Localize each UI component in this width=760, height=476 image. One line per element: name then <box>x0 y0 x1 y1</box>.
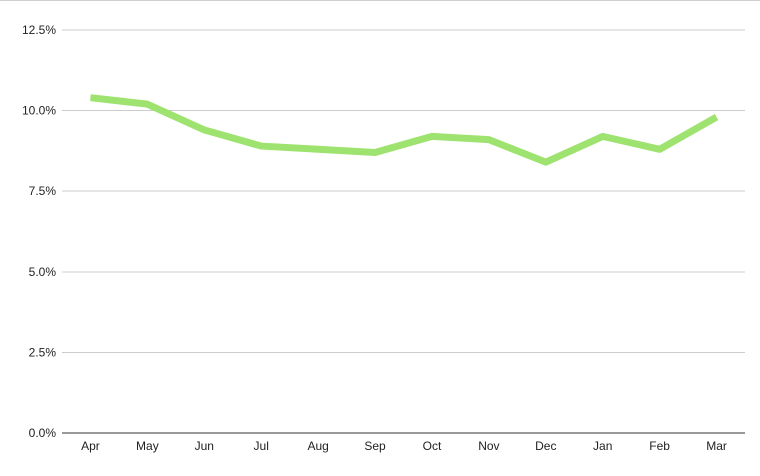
y-tick-label-3: 7.5% <box>29 184 57 198</box>
data-point-dec <box>542 159 549 166</box>
x-tick-label-nov: Nov <box>478 439 499 453</box>
x-tick-label-jan: Jan <box>593 439 612 453</box>
data-point-may <box>144 101 151 108</box>
series-line-0 <box>90 94 719 166</box>
top-border <box>0 0 760 1</box>
data-point-aug <box>315 146 322 153</box>
data-point-oct <box>428 133 435 140</box>
y-tick-label-2: 5.0% <box>29 265 57 279</box>
points-group <box>87 94 720 165</box>
y-axis-tick-labels: 0.0% 2.5% 5.0% 7.5% 10.0% 12.5% <box>22 23 56 440</box>
x-tick-label-jun: Jun <box>195 439 214 453</box>
data-point-sep <box>372 149 379 156</box>
data-point-jul <box>258 143 265 150</box>
data-point-jan <box>599 133 606 140</box>
y-tick-label-5: 12.5% <box>22 23 56 37</box>
y-tick-label-4: 10.0% <box>22 104 56 118</box>
x-tick-label-oct: Oct <box>423 439 442 453</box>
data-point-jun <box>201 126 208 133</box>
grid-lines <box>62 29 745 434</box>
data-point-feb <box>656 146 663 153</box>
y-tick-label-1: 2.5% <box>29 345 57 359</box>
x-tick-label-jul: Jul <box>254 439 269 453</box>
x-tick-label-dec: Dec <box>535 439 556 453</box>
x-tick-label-feb: Feb <box>649 439 670 453</box>
x-tick-label-may: May <box>136 439 159 453</box>
x-tick-label-mar: Mar <box>706 439 727 453</box>
x-tick-label-aug: Aug <box>307 439 328 453</box>
data-point-mar <box>713 114 720 121</box>
x-axis-tick-labels: Apr May Jun Jul Aug Sep Oct Nov Dec Jan Feb Mar <box>81 439 727 453</box>
x-tick-label-sep: Sep <box>364 439 386 453</box>
x-tick-label-apr: Apr <box>81 439 100 453</box>
data-point-nov <box>485 136 492 143</box>
series-group <box>90 94 719 166</box>
y-tick-label-0: 0.0% <box>29 426 57 440</box>
data-point-apr <box>87 94 94 101</box>
